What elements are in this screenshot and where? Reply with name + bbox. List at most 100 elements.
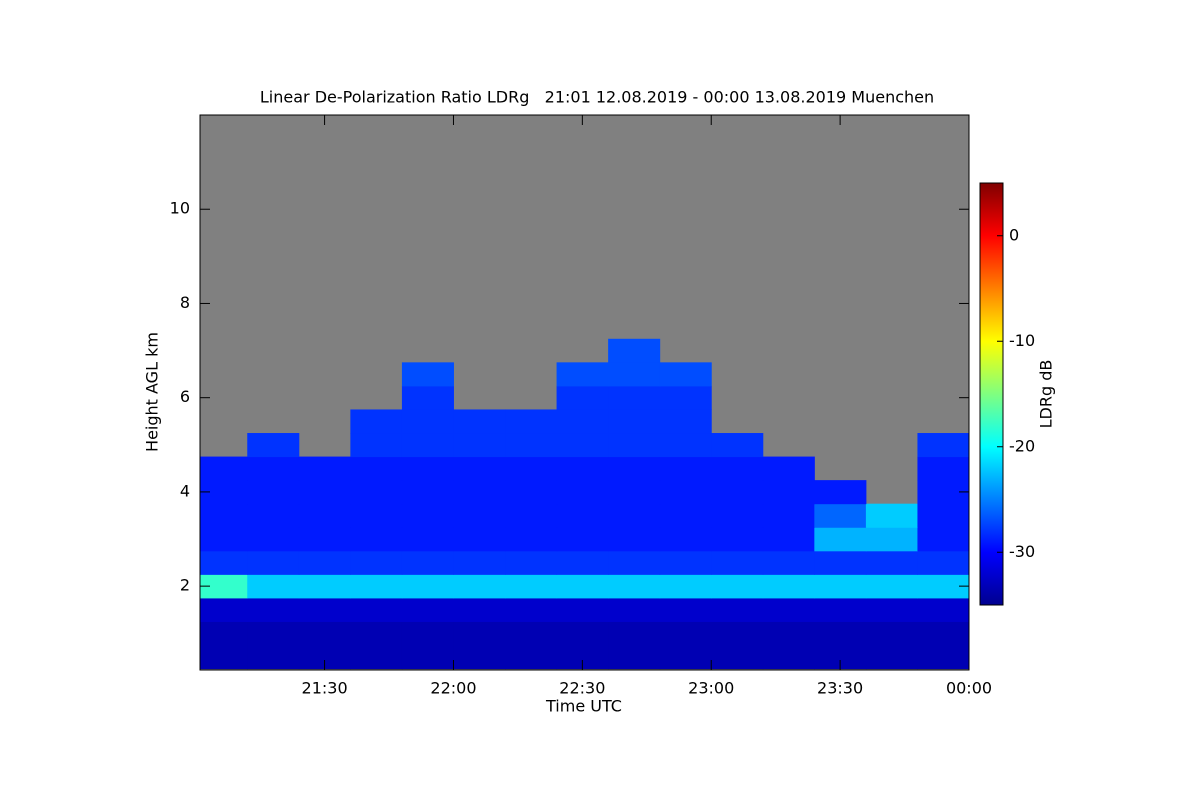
heat-cell: [401, 527, 454, 552]
heat-cell: [350, 574, 403, 599]
colorbar: [979, 182, 1004, 606]
heat-cell: [659, 433, 712, 458]
heat-cell: [659, 597, 712, 622]
heat-cell: [505, 597, 558, 622]
heat-cell: [556, 574, 609, 599]
heat-cell: [556, 550, 609, 575]
heat-cell: [762, 645, 815, 670]
heat-cell: [556, 503, 609, 528]
x-axis-label: Time UTC: [545, 697, 622, 716]
heat-cell: [350, 597, 403, 622]
heat-cell: [711, 527, 764, 552]
heat-cell: [453, 503, 506, 528]
heat-cell: [556, 433, 609, 458]
heat-cell: [762, 597, 815, 622]
heat-cell: [917, 456, 969, 481]
heat-cell: [917, 597, 969, 622]
heat-cell: [762, 621, 815, 646]
heat-cell: [200, 527, 248, 552]
colorbar-tick-label: -30: [1009, 542, 1035, 561]
heat-cell: [401, 597, 454, 622]
heat-cell: [505, 550, 558, 575]
heat-cell: [608, 527, 661, 552]
heat-cell: [608, 621, 661, 646]
y-axis-label: Height AGL km: [143, 332, 162, 452]
heat-cell: [556, 362, 609, 387]
heat-cell: [608, 597, 661, 622]
heat-cell: [711, 480, 764, 505]
heat-cell: [401, 385, 454, 410]
heat-cell: [865, 527, 918, 552]
heat-cell: [505, 480, 558, 505]
y-tick-label: 10: [170, 199, 190, 218]
heat-cell: [401, 550, 454, 575]
heat-cell: [659, 385, 712, 410]
heat-cell: [401, 645, 454, 670]
heat-cell: [453, 456, 506, 481]
heat-cell: [453, 597, 506, 622]
heat-cell: [453, 433, 506, 458]
heat-cell: [659, 645, 712, 670]
heat-cell: [659, 409, 712, 434]
heat-cell: [711, 621, 764, 646]
heat-cell: [711, 456, 764, 481]
heat-cell: [401, 621, 454, 646]
heat-cell: [556, 456, 609, 481]
heat-cell: [659, 456, 712, 481]
heat-cell: [505, 503, 558, 528]
heat-cell: [401, 456, 454, 481]
heat-cell: [865, 621, 918, 646]
heat-cell: [917, 503, 969, 528]
heat-cell: [298, 597, 351, 622]
heat-cell: [659, 480, 712, 505]
heat-cell: [556, 527, 609, 552]
heat-cell: [865, 645, 918, 670]
x-tick-label: 22:00: [430, 679, 476, 698]
heat-cell: [762, 503, 815, 528]
heat-cell: [711, 597, 764, 622]
colorbar-label: LDRg dB: [1037, 360, 1056, 429]
heat-cell: [814, 480, 867, 505]
heat-cell: [350, 621, 403, 646]
heat-cell: [200, 503, 248, 528]
heat-cell: [298, 550, 351, 575]
heat-cell: [711, 433, 764, 458]
heat-cell: [298, 503, 351, 528]
heat-cell: [401, 503, 454, 528]
heat-cell: [350, 433, 403, 458]
heat-cell: [401, 362, 454, 387]
heat-cell: [453, 550, 506, 575]
heat-cell: [350, 409, 403, 434]
y-tick-label: 2: [180, 576, 190, 595]
heat-cell: [505, 527, 558, 552]
heat-cell: [401, 409, 454, 434]
heat-cell: [608, 645, 661, 670]
heat-cell: [917, 645, 969, 670]
heat-cell: [814, 550, 867, 575]
heat-cell: [814, 503, 867, 528]
heat-cell: [247, 621, 300, 646]
heat-cell: [608, 362, 661, 387]
heat-cell: [814, 597, 867, 622]
heat-cell: [350, 550, 403, 575]
heat-cell: [247, 550, 300, 575]
heat-cell: [762, 550, 815, 575]
heat-cell: [556, 385, 609, 410]
heat-cell: [556, 480, 609, 505]
heat-cell: [608, 409, 661, 434]
heat-cell: [659, 621, 712, 646]
heat-cell: [608, 503, 661, 528]
heat-cell: [762, 480, 815, 505]
heat-cell: [814, 621, 867, 646]
heat-cell: [505, 409, 558, 434]
heat-cell: [350, 480, 403, 505]
heat-cell: [762, 527, 815, 552]
heat-cell: [401, 574, 454, 599]
heatmap: [200, 338, 969, 670]
heat-cell: [814, 527, 867, 552]
heat-cell: [298, 456, 351, 481]
heat-cell: [608, 574, 661, 599]
heat-cell: [247, 597, 300, 622]
colorbar-tick-label: 0: [1009, 225, 1019, 244]
heat-cell: [711, 645, 764, 670]
